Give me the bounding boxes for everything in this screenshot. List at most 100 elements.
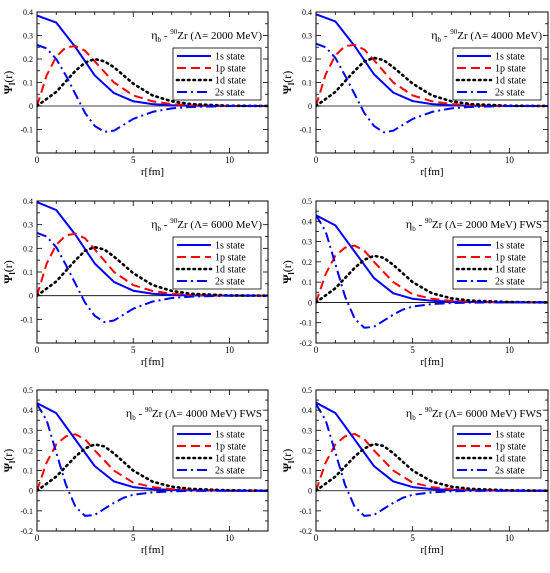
title-nucleus: Zr (Λ= 6000 MeV) FWS (432, 408, 542, 420)
title-mass-number: 90 (170, 217, 178, 225)
y-tick-label: 0.3 (302, 32, 312, 41)
x-axis-label: r[fm] (420, 356, 443, 368)
y-tick-label: 0.3 (302, 426, 312, 435)
title-eta: η (126, 406, 132, 420)
chart-panel-6: 0 5 10 -0.2 -0.1 0 0.1 0.2 0.3 0.4 0.5 r[fm] Ψl(r) ηb… (280, 386, 549, 556)
title-eta-sub: b (412, 225, 416, 233)
x-tick-label: 5 (131, 155, 136, 165)
legend-label: 2s state (215, 88, 245, 99)
y-axis-label: Ψl(r) (280, 71, 296, 95)
panel-title: ηb - 90Zr (Λ= 4000 MeV) (431, 28, 542, 44)
legend-label: 1p state (495, 442, 526, 453)
y-tick-label: 0.1 (302, 79, 312, 88)
legend-label: 1s state (215, 241, 245, 252)
y-label-sub: l (8, 460, 17, 463)
y-label-sub: l (287, 82, 296, 85)
chart-panel-3: 0 5 10 -0.1 0 0.1 0.2 0.3 0.4 r[fm] Ψl(r) ηb - 90Zr… (1, 197, 269, 368)
x-tick-label: 5 (131, 345, 136, 355)
x-tick-label: 0 (314, 345, 319, 355)
y-label-psi: Ψ (1, 462, 15, 472)
panel-title: ηb - 90Zr (Λ= 6000 MeV) FWS (406, 406, 542, 422)
x-axis-label: r[fm] (141, 166, 164, 178)
legend-label: 1d state (215, 454, 246, 465)
title-nucleus: Zr (Λ= 6000 MeV) (177, 219, 262, 231)
y-tick-label: -0.1 (20, 315, 33, 324)
series-line-2s-state (37, 43, 268, 133)
title-mass-number: 90 (450, 28, 458, 36)
y-label-psi: Ψ (280, 274, 294, 284)
y-tick-label: 0.4 (23, 8, 33, 17)
x-tick-label: 5 (131, 533, 136, 543)
y-tick-label: 0.4 (302, 217, 312, 226)
title-nucleus: Zr (Λ= 4000 MeV) FWS (152, 408, 262, 420)
y-tick-label: -0.1 (20, 507, 33, 516)
y-tick-label: -0.1 (299, 126, 312, 135)
title-eta-sub: b (132, 414, 136, 422)
panel-title: ηb - 90Zr (Λ= 2000 MeV) FWS (406, 217, 542, 233)
x-axis-label: r[fm] (420, 544, 443, 556)
y-tick-label: 0 (308, 102, 312, 111)
legend-label: 1s state (495, 430, 525, 441)
legend-label: 2s state (495, 277, 525, 288)
x-axis-label: r[fm] (141, 544, 164, 556)
title-eta: η (151, 217, 157, 231)
title-dash: - (161, 30, 170, 42)
legend-label: 1s state (215, 430, 245, 441)
y-axis-label: Ψl(r) (280, 260, 296, 284)
y-label-arg: (r) (1, 449, 15, 461)
y-label-sub: l (287, 460, 296, 463)
x-axis-label: r[fm] (420, 166, 443, 178)
legend-label: 1d state (495, 76, 526, 87)
legend-label: 1s state (215, 52, 245, 63)
y-tick-label: -0.2 (299, 527, 312, 536)
y-label-psi: Ψ (1, 274, 15, 284)
series-line-1p-state (37, 433, 268, 492)
series-line-1p-state (37, 232, 268, 297)
y-tick-label: -0.1 (299, 319, 312, 328)
title-nucleus: Zr (Λ= 2000 MeV) FWS (432, 219, 542, 231)
legend-label: 2s state (495, 466, 525, 477)
x-tick-label: 10 (225, 533, 235, 543)
series-line-2s-state (37, 232, 268, 324)
legend-label: 1p state (495, 64, 526, 75)
title-dash: - (416, 219, 425, 231)
y-label-psi: Ψ (1, 84, 15, 94)
title-dash: - (441, 30, 450, 42)
chart-panel-4: 0 5 10 -0.2 -0.1 0 0.1 0.2 0.3 0.4 0.5 r[fm] Ψl(r) ηb… (280, 197, 549, 368)
series-line-1d-state (37, 57, 268, 108)
y-tick-label: 0.5 (302, 197, 312, 206)
y-tick-label: 0.2 (23, 55, 33, 64)
y-tick-label: 0.4 (23, 197, 33, 206)
y-label-sub: l (287, 271, 296, 274)
x-tick-label: 10 (505, 345, 515, 355)
y-tick-label: 0.4 (302, 406, 312, 415)
legend-label: 1s state (495, 241, 525, 252)
legend-label: 1d state (215, 76, 246, 87)
series-line-2s-state (316, 214, 548, 329)
title-mass-number: 90 (425, 406, 433, 414)
y-tick-label: 0.1 (302, 278, 312, 287)
panel-title: ηb - 90Zr (Λ= 4000 MeV) FWS (126, 406, 262, 422)
legend-label: 2s state (215, 466, 245, 477)
y-tick-label: 0.2 (23, 244, 33, 253)
series-line-2s-state (37, 403, 268, 517)
y-tick-label: 0.5 (23, 386, 33, 395)
legend-label: 1p state (495, 253, 526, 264)
title-eta-sub: b (412, 414, 416, 422)
legend-label: 1p state (215, 442, 246, 453)
title-eta: η (406, 406, 412, 420)
series-line-1p-state (316, 43, 548, 107)
title-nucleus: Zr (Λ= 2000 MeV) (177, 30, 262, 42)
y-tick-label: 0.2 (302, 55, 312, 64)
y-axis-label: Ψl(r) (1, 71, 17, 95)
y-tick-label: 0.3 (23, 426, 33, 435)
y-tick-label: -0.2 (20, 527, 33, 536)
y-axis-label: Ψl(r) (1, 449, 17, 473)
y-label-arg: (r) (280, 449, 294, 461)
y-label-arg: (r) (1, 260, 15, 272)
series-line-1d-state (316, 254, 548, 304)
